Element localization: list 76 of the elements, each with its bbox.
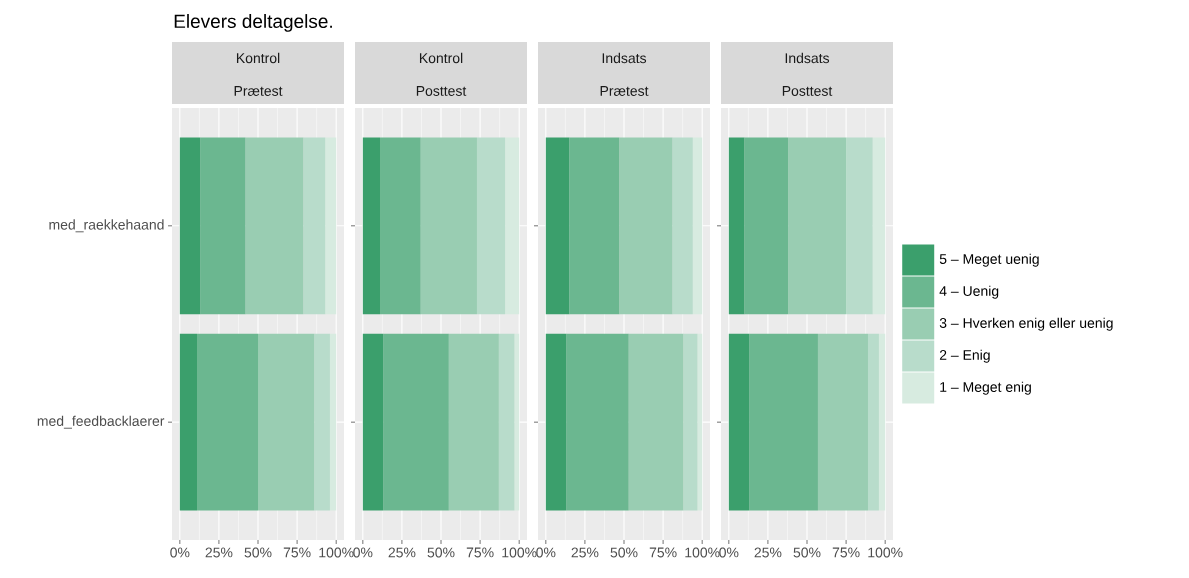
chart-subtitle: Prætest <box>600 86 649 96</box>
bar <box>179 137 201 315</box>
x-tick-label: 75% <box>832 547 860 558</box>
x-tick-label: 50% <box>427 547 455 558</box>
bar <box>200 137 246 315</box>
bar <box>514 333 520 511</box>
bar <box>728 333 750 511</box>
bar <box>878 333 886 511</box>
x-tick-label: 25% <box>205 547 233 558</box>
x-tick-label: 75% <box>466 547 494 558</box>
chart-title: Indsats <box>602 52 647 64</box>
chart-subtitle: Posttest <box>782 86 833 96</box>
x-tick-label: 100% <box>685 547 720 558</box>
bar <box>683 333 698 511</box>
bar <box>692 137 703 315</box>
bar <box>380 137 421 315</box>
x-tick-label: 0% <box>353 547 373 558</box>
bar <box>619 137 673 315</box>
x-tick-label: 0% <box>719 547 739 558</box>
bar <box>476 137 506 315</box>
legend-label: 3 – Hverken enig eller uenig <box>939 317 1113 331</box>
bar <box>569 137 620 315</box>
bar <box>314 333 330 511</box>
bar <box>383 333 449 511</box>
bar <box>197 333 259 511</box>
x-tick-label: 0% <box>170 547 190 558</box>
bar <box>872 137 886 315</box>
bar <box>867 333 879 511</box>
bar <box>362 137 381 315</box>
x-tick-label: 100% <box>319 547 354 558</box>
x-tick-label: 25% <box>754 547 782 558</box>
chart-title: Kontrol <box>419 52 463 64</box>
bar <box>788 137 847 315</box>
bar <box>362 333 384 511</box>
bar <box>566 333 629 511</box>
bar <box>749 333 818 511</box>
bar <box>448 333 499 511</box>
bar <box>817 333 868 511</box>
bar <box>628 333 684 511</box>
chart-subtitle: Prætest <box>234 86 283 96</box>
bar <box>325 137 337 315</box>
text: Elevers deltagelse. <box>174 14 332 32</box>
bar <box>179 333 198 511</box>
x-tick-label: 75% <box>649 547 677 558</box>
legend-label: 4 – Uenig <box>939 285 999 299</box>
x-tick-label: 25% <box>388 547 416 558</box>
bar <box>672 137 693 315</box>
bar <box>245 137 304 315</box>
x-tick-label: 50% <box>244 547 272 558</box>
bar <box>303 137 326 315</box>
x-tick-label: 0% <box>536 547 556 558</box>
bar <box>744 137 789 315</box>
x-tick-label: 75% <box>283 547 311 558</box>
bar <box>258 333 315 511</box>
chart-title: Kontrol <box>236 52 280 64</box>
legend-label: 1 – Meget enig <box>940 381 1031 395</box>
x-tick-label: 50% <box>793 547 821 558</box>
x-tick-label: 100% <box>868 547 903 558</box>
chart-subtitle: Posttest <box>416 86 467 96</box>
bar <box>728 137 745 315</box>
chart-title: Indsats <box>785 52 830 64</box>
x-tick-label: 100% <box>502 547 537 558</box>
y-tick-label: med_raekkehaand <box>49 219 164 233</box>
bar <box>420 137 477 315</box>
bar <box>545 137 570 315</box>
bar <box>697 333 703 511</box>
legend-label: 2 – Enig <box>939 349 990 363</box>
bar <box>498 333 515 511</box>
bar <box>846 137 873 315</box>
bar <box>545 333 567 511</box>
y-tick-label: med_feedbacklaerer <box>37 415 165 429</box>
x-tick-label: 50% <box>610 547 638 558</box>
bar <box>329 333 337 511</box>
bar <box>505 137 520 315</box>
x-tick-label: 25% <box>571 547 599 558</box>
legend-label: 5 – Meget uenig <box>939 253 1039 267</box>
